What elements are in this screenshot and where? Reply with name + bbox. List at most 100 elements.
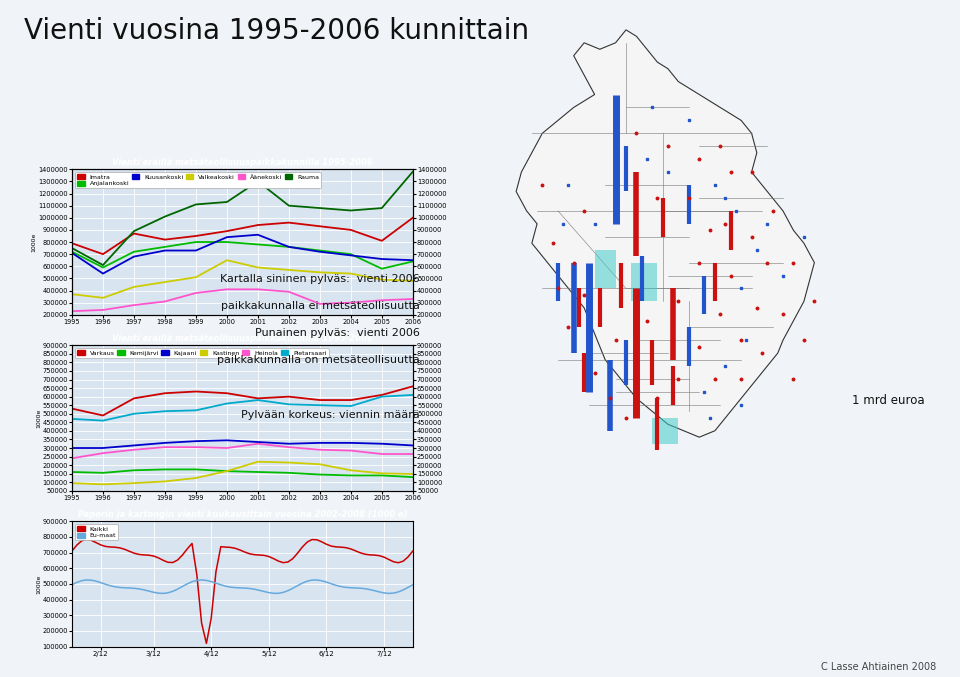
- Kuusankoski: [159, 246, 171, 255]
- Kastinen: [376, 469, 388, 477]
- Imatra: [252, 221, 264, 229]
- Kuusankoski: [190, 246, 202, 255]
- Polygon shape: [632, 263, 658, 301]
- Anjalankoski: [345, 250, 356, 258]
- Kastinen: [283, 458, 295, 466]
- Line: Rauma: Rauma: [72, 172, 413, 265]
- Text: Vienti vuosina 1995-2006 kunnittain: Vienti vuosina 1995-2006 kunnittain: [24, 17, 529, 45]
- Imatra: [66, 239, 78, 247]
- Valkeakoski: [190, 273, 202, 281]
- Kemijärvi: [283, 468, 295, 477]
- Kemijärvi: [66, 468, 78, 476]
- Legend: Kaikki, Eu-maat: Kaikki, Eu-maat: [75, 525, 118, 540]
- Kastinen: [221, 467, 232, 475]
- Pietarsaari: [407, 391, 419, 399]
- Rauma: [66, 244, 78, 252]
- Rauma: [252, 177, 264, 185]
- Kuusankoski: [129, 253, 140, 261]
- Line: Pietarsaari: Pietarsaari: [72, 395, 413, 420]
- Text: Paperin ja kartongin vienti kuukausittain vuosina 2002-2008 (1000 e): Paperin ja kartongin vienti kuukausittai…: [78, 510, 407, 519]
- Imatra: [221, 227, 232, 235]
- Kajaani: [407, 441, 419, 450]
- Kemijärvi: [129, 466, 140, 475]
- Text: C Lasse Ahtiainen 2008: C Lasse Ahtiainen 2008: [821, 661, 936, 672]
- Rauma: [97, 261, 108, 269]
- Imatra: [283, 219, 295, 227]
- Imatra: [376, 237, 388, 245]
- Kuusankoski: [221, 233, 232, 241]
- Valkeakoski: [159, 278, 171, 286]
- Kastinen: [129, 479, 140, 487]
- Pietarsaari: [314, 401, 325, 410]
- Heinola: [376, 450, 388, 458]
- Line: Imatra: Imatra: [72, 218, 413, 254]
- Valkeakoski: [252, 263, 264, 271]
- Text: paikkakunnalla on metsäteollisuutta: paikkakunnalla on metsäteollisuutta: [217, 355, 420, 366]
- Line: Äänekoski: Äänekoski: [72, 289, 413, 311]
- Valkeakoski: [129, 283, 140, 291]
- Legend: Imatra, Anjalankoski, Kuusankoski, Valkeakoski, Äänekoski, Rauma: Imatra, Anjalankoski, Kuusankoski, Valke…: [75, 173, 321, 188]
- Kuusankoski: [252, 231, 264, 239]
- Kastinen: [345, 466, 356, 475]
- Imatra: [129, 230, 140, 238]
- Varkaus: [345, 396, 356, 404]
- Kastinen: [407, 470, 419, 478]
- Varkaus: [66, 405, 78, 413]
- Pietarsaari: [283, 400, 295, 408]
- Pietarsaari: [66, 415, 78, 423]
- Anjalankoski: [190, 238, 202, 246]
- Kajaani: [66, 444, 78, 452]
- Varkaus: [407, 383, 419, 391]
- Heinola: [159, 443, 171, 451]
- Äänekoski: [66, 307, 78, 315]
- Heinola: [221, 444, 232, 452]
- Anjalankoski: [407, 257, 419, 265]
- Äänekoski: [376, 297, 388, 305]
- Kemijärvi: [97, 468, 108, 477]
- Kajaani: [314, 439, 325, 447]
- Pietarsaari: [252, 396, 264, 404]
- Text: Punainen pylväs:  vienti 2006: Punainen pylväs: vienti 2006: [254, 328, 420, 338]
- Rauma: [314, 204, 325, 212]
- Valkeakoski: [314, 268, 325, 276]
- Varkaus: [252, 394, 264, 402]
- Kemijärvi: [407, 473, 419, 481]
- Line: Valkeakoski: Valkeakoski: [72, 260, 413, 298]
- Valkeakoski: [221, 256, 232, 264]
- Kajaani: [129, 441, 140, 450]
- Y-axis label: 1000e: 1000e: [36, 574, 41, 594]
- Kajaani: [283, 439, 295, 447]
- Heinola: [345, 447, 356, 455]
- Varkaus: [283, 393, 295, 401]
- Äänekoski: [190, 289, 202, 297]
- Anjalankoski: [283, 243, 295, 251]
- Kastinen: [97, 480, 108, 488]
- Kuusankoski: [97, 269, 108, 278]
- Pietarsaari: [376, 393, 388, 401]
- Varkaus: [129, 394, 140, 402]
- Line: Anjalankoski: Anjalankoski: [72, 242, 413, 269]
- Line: Heinola: Heinola: [72, 443, 413, 458]
- Valkeakoski: [66, 290, 78, 299]
- Valkeakoski: [283, 266, 295, 274]
- Varkaus: [97, 412, 108, 420]
- Varkaus: [376, 391, 388, 399]
- Y-axis label: 1000e: 1000e: [36, 408, 41, 428]
- Heinola: [97, 449, 108, 457]
- Anjalankoski: [129, 248, 140, 256]
- Kuusankoski: [314, 248, 325, 256]
- Heinola: [66, 454, 78, 462]
- Kemijärvi: [314, 471, 325, 479]
- Imatra: [190, 232, 202, 240]
- Line: Kuusankoski: Kuusankoski: [72, 235, 413, 274]
- Anjalankoski: [314, 246, 325, 255]
- Kemijärvi: [221, 467, 232, 475]
- Anjalankoski: [97, 263, 108, 271]
- Äänekoski: [97, 306, 108, 314]
- Kajaani: [345, 439, 356, 447]
- Polygon shape: [652, 418, 679, 443]
- Äänekoski: [345, 299, 356, 307]
- Varkaus: [221, 389, 232, 397]
- Pietarsaari: [97, 416, 108, 424]
- Imatra: [314, 222, 325, 230]
